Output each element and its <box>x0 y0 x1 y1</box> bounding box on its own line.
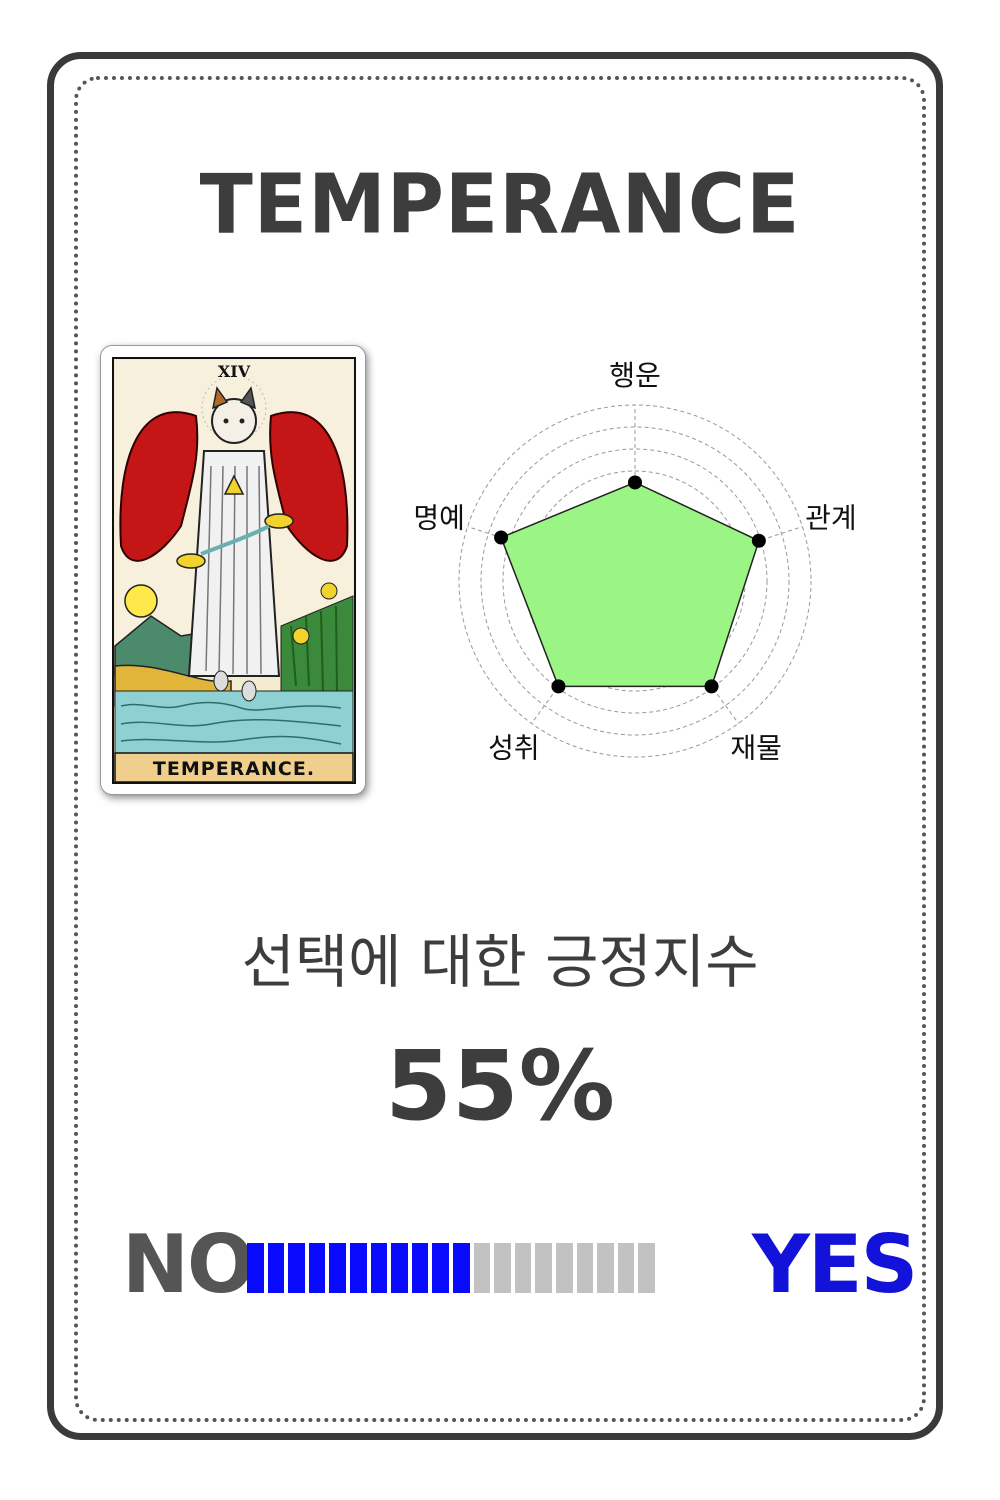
tarot-card-illustration: XIV TEMPERANCE. <box>112 357 356 784</box>
no-label: NO <box>122 1218 255 1311</box>
score-segment <box>247 1243 264 1293</box>
outer-frame <box>47 52 943 1440</box>
score-bar <box>247 1243 655 1293</box>
score-segment <box>308 1243 326 1293</box>
radar-ring <box>480 426 790 736</box>
radar-axis-label: 관계 <box>805 501 857 534</box>
positivity-percent: 55% <box>385 1030 615 1142</box>
score-segment <box>391 1243 408 1293</box>
card-name: TEMPERANCE. <box>153 758 315 780</box>
score-segment <box>597 1243 614 1293</box>
score-segment <box>535 1243 552 1293</box>
score-segment <box>473 1243 491 1293</box>
positivity-title: 선택에 대한 긍정지수 <box>241 928 759 996</box>
score-segment <box>267 1243 285 1293</box>
radar-axis-label: 재물 <box>730 732 782 765</box>
score-segment <box>432 1243 449 1293</box>
radar-point <box>751 533 766 548</box>
score-segment <box>638 1243 655 1293</box>
dotted-border <box>74 76 926 1422</box>
score-segment <box>370 1243 388 1293</box>
radar-point <box>628 475 642 490</box>
radar-points <box>494 475 766 694</box>
score-segment <box>514 1243 532 1293</box>
score-segment <box>452 1243 470 1293</box>
score-segment <box>555 1243 573 1293</box>
card-numeral: XIV <box>218 362 251 381</box>
score-segment <box>494 1243 511 1293</box>
tarot-card: XIV TEMPERANCE. <box>100 345 366 795</box>
radar-ring <box>502 448 768 714</box>
radar-point <box>494 530 509 545</box>
yes-label: YES <box>752 1218 918 1311</box>
page-title: TEMPERANCE <box>199 157 801 253</box>
score-segment <box>411 1243 429 1293</box>
score-segment <box>288 1243 305 1293</box>
radar-axis-label: 명예 <box>413 501 465 534</box>
radar-point <box>704 679 719 694</box>
radar-axis-label: 행운 <box>609 359 661 392</box>
radar-area <box>500 481 760 688</box>
radar-point <box>551 679 566 694</box>
score-segment <box>329 1243 346 1293</box>
score-segment <box>349 1243 367 1293</box>
radar-axis-label: 성취 <box>488 732 540 765</box>
score-segment <box>617 1243 635 1293</box>
score-segment <box>576 1243 594 1293</box>
